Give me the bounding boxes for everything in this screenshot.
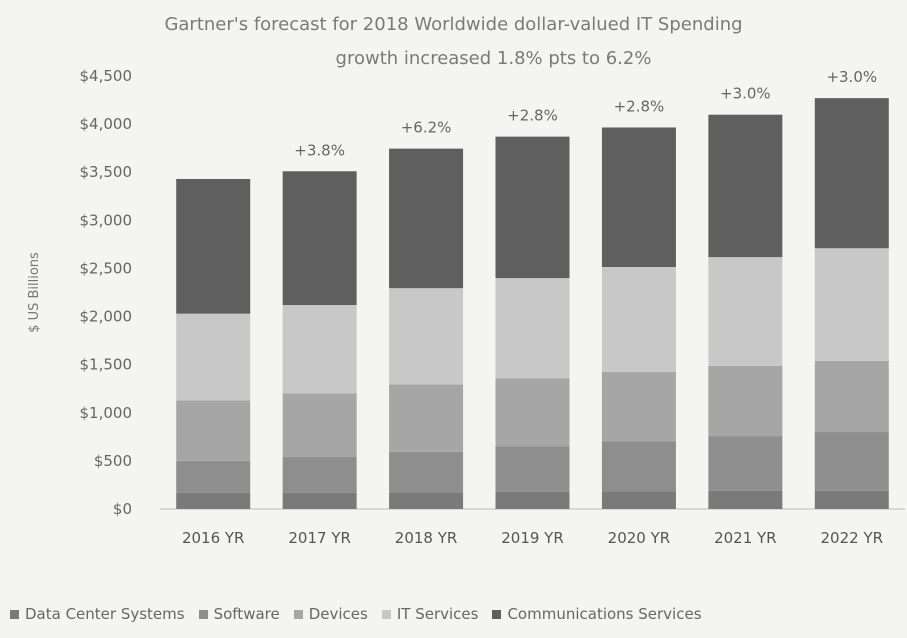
bar-segment-devices [176,400,251,461]
y-axis-label: $ US Billions [27,252,42,333]
bar-segment-devices [389,384,464,452]
growth-annotation: +3.0% [720,85,771,103]
bar-segment-it-services [814,248,889,361]
growth-annotation: +2.8% [507,107,558,125]
bar-segment-software [389,451,464,493]
bar-segment-data-center-systems [601,491,676,509]
chart-title: Gartner's forecast for 2018 Worldwide do… [164,14,743,35]
y-tick-label: $2,000 [80,308,133,326]
bar-segment-devices [601,371,676,442]
bar-segment-communications-services [814,98,889,249]
bar-segment-software [601,441,676,492]
bar-segment-it-services [601,267,676,372]
legend-item: Devices [293,605,368,623]
bar-segment-devices [708,365,783,437]
bar-segment-software [814,432,889,491]
legend-item: Data Center Systems [10,605,185,623]
bar-segment-communications-services [176,178,251,314]
legend-swatch [10,609,19,619]
bar-segment-data-center-systems [814,490,889,509]
bar-segment-software [282,457,357,493]
bar-segment-data-center-systems [282,492,357,509]
legend-swatch [381,609,391,619]
x-tick-label: 2022 YR [821,529,884,547]
bar-segment-communications-services [601,127,676,268]
growth-annotation: +3.0% [826,68,877,86]
legend-label: Devices [308,605,368,623]
legend-item: IT Services [381,605,479,623]
y-tick-label: $0 [113,500,132,518]
y-tick-label: $4,000 [80,115,133,133]
bar-segment-software [176,460,251,493]
x-tick-label: 2017 YR [288,529,351,547]
y-tick-label: $4,500 [80,67,133,85]
y-tick-label: $1,500 [80,356,133,374]
legend-label: IT Services [396,605,479,623]
x-tick-label: 2018 YR [395,529,458,547]
growth-annotation: +6.2% [401,119,452,137]
y-tick-label: $500 [94,452,132,470]
bar-segment-data-center-systems [389,492,464,509]
bar-segment-it-services [495,278,570,379]
legend-label: Software [213,605,280,623]
growth-annotation: +2.8% [614,97,665,115]
legend-item: Communications Services [492,605,702,623]
bar-segment-it-services [176,313,251,401]
bar-segment-software [495,446,570,492]
bar-segment-communications-services [495,136,570,279]
legend-swatch [198,609,208,619]
bar-segment-data-center-systems [176,492,251,509]
x-tick-label: 2020 YR [608,529,671,547]
bar-segment-it-services [282,305,357,394]
bar-segment-data-center-systems [708,490,783,509]
bar-segment-devices [495,378,570,447]
x-tick-label: 2019 YR [501,529,564,547]
legend-swatch [492,609,502,619]
legend-swatch [293,609,303,619]
bar-segment-it-services [389,288,464,385]
y-tick-label: $3,500 [80,163,133,181]
growth-annotation: +3.8% [294,141,345,159]
bar-segment-it-services [708,257,783,366]
legend-item: Software [198,605,280,623]
chart-legend: Data Center Systems Software Devices IT Ser… [10,602,716,626]
x-tick-label: 2016 YR [182,529,245,547]
y-tick-label: $1,000 [80,404,133,422]
bar-segment-communications-services [708,114,783,258]
x-tick-label: 2021 YR [714,529,777,547]
bar-segment-communications-services [389,148,464,289]
bar-segment-devices [282,393,357,458]
chart-subtitle: growth increased 1.8% pts to 6.2% [335,48,652,69]
legend-label: Communications Services [507,605,702,623]
bar-segment-devices [814,360,889,433]
y-tick-label: $3,000 [80,211,133,229]
y-tick-label: $2,500 [80,259,133,277]
bar-segment-data-center-systems [495,491,570,509]
bar-segment-software [708,436,783,491]
bar-segment-communications-services [282,171,357,306]
legend-label: Data Center Systems [25,605,185,623]
